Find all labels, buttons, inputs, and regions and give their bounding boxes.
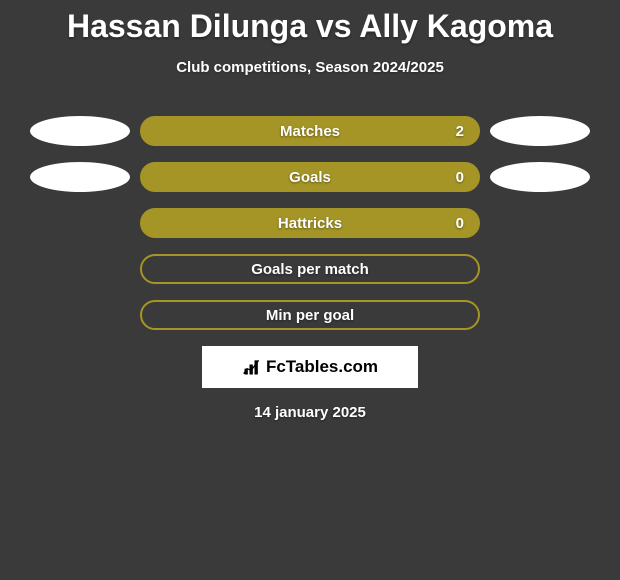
stat-bar: Goals0: [140, 162, 480, 192]
stat-row: Goals0: [0, 162, 620, 192]
stat-bar: Hattricks0: [140, 208, 480, 238]
logo-text: FcTables.com: [266, 357, 378, 377]
page-subtitle: Club competitions, Season 2024/2025: [0, 59, 620, 76]
left-ellipse: [30, 116, 130, 146]
stat-label: Hattricks: [142, 210, 478, 236]
stat-label: Min per goal: [142, 302, 478, 328]
stat-row: Min per goal: [0, 300, 620, 330]
date-label: 14 january 2025: [0, 404, 620, 421]
stat-label: Goals per match: [142, 256, 478, 282]
stat-bar: Matches2: [140, 116, 480, 146]
stat-value: 0: [456, 164, 464, 190]
stat-row: Hattricks0: [0, 208, 620, 238]
right-ellipse: [490, 116, 590, 146]
stat-row: Matches2: [0, 116, 620, 146]
logo-box: FcTables.com: [202, 346, 418, 388]
stat-row: Goals per match: [0, 254, 620, 284]
stat-bar: Min per goal: [140, 300, 480, 330]
stat-label: Goals: [142, 164, 478, 190]
right-ellipse: [490, 162, 590, 192]
page-title: Hassan Dilunga vs Ally Kagoma: [0, 0, 620, 45]
stat-bar: Goals per match: [140, 254, 480, 284]
stat-label: Matches: [142, 118, 478, 144]
stats-container: Matches2Goals0Hattricks0Goals per matchM…: [0, 116, 620, 330]
bar-chart-icon: [242, 357, 262, 377]
stat-value: 0: [456, 210, 464, 236]
stat-value: 2: [456, 118, 464, 144]
left-ellipse: [30, 162, 130, 192]
